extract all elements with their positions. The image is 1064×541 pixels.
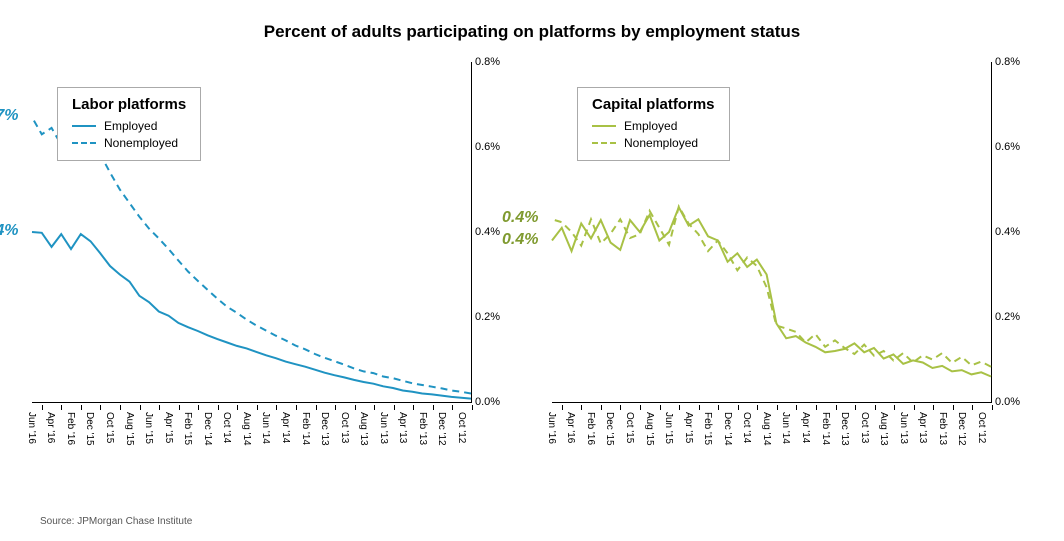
legend-title: Capital platforms — [592, 96, 715, 113]
x-tick-label: Aug '13 — [878, 412, 889, 446]
x-tick-label: Oct '15 — [624, 412, 635, 443]
legend-row: Employed — [72, 119, 186, 133]
y-tick-label: 0.4% — [995, 226, 1020, 238]
y-tick-label: 0.0% — [475, 396, 500, 408]
x-tick-label: Dec '15 — [604, 412, 615, 446]
y-tick-label: 0.4% — [475, 226, 500, 238]
x-tick-label: Aug '15 — [124, 412, 135, 446]
x-tick-label: Dec '14 — [722, 412, 733, 446]
legend: Capital platforms Employed Nonemployed — [577, 87, 730, 161]
x-tick-label: Oct '12 — [976, 412, 987, 443]
legend-label: Employed — [104, 119, 157, 133]
legend: Labor platforms Employed Nonemployed — [57, 87, 201, 161]
x-tick-label: Jun '14 — [780, 412, 791, 444]
legend-swatch — [72, 125, 96, 127]
x-tick-label: Jun '13 — [898, 412, 909, 444]
source-text: Source: JPMorgan Chase Institute — [40, 516, 192, 527]
y-tick-label: 0.2% — [995, 311, 1020, 323]
x-tick-label: Feb '13 — [417, 412, 428, 445]
panel-labor: Labor platforms Employed Nonemployed 0.0% 0.… — [32, 52, 512, 482]
x-tick-label: Jun '16 — [546, 412, 557, 444]
x-tick-label: Aug '15 — [644, 412, 655, 446]
x-tick-label: Apr '15 — [163, 412, 174, 443]
x-tick-label: Dec '14 — [202, 412, 213, 446]
series-line — [32, 232, 471, 399]
x-tick-label: Apr '15 — [683, 412, 694, 443]
x-tick-label: Oct '14 — [741, 412, 752, 443]
legend-swatch — [592, 142, 616, 144]
panels-container: Labor platforms Employed Nonemployed 0.0% 0.… — [0, 52, 1064, 482]
x-tick-label: Feb '15 — [182, 412, 193, 445]
x-tick-label: Apr '13 — [397, 412, 408, 443]
legend-swatch — [72, 142, 96, 144]
y-tick-label: 0.6% — [995, 141, 1020, 153]
legend-row: Employed — [592, 119, 715, 133]
x-tick-label: Feb '14 — [300, 412, 311, 445]
y-tick-label: 0.0% — [995, 396, 1020, 408]
x-tick-label: Oct '14 — [221, 412, 232, 443]
callout-label: 0.4% — [502, 209, 538, 227]
x-tick-label: Jun '15 — [663, 412, 674, 444]
x-axis: Oct '12 Dec '12 Feb '13 Apr '13 Jun '13 Aug '… — [552, 402, 992, 472]
x-tick-label: Feb '13 — [937, 412, 948, 445]
chart-title: Percent of adults participating on platf… — [0, 0, 1064, 42]
x-tick-label: Oct '15 — [104, 412, 115, 443]
legend-title: Labor platforms — [72, 96, 186, 113]
legend-label: Nonemployed — [104, 136, 178, 150]
x-tick-label: Dec '13 — [319, 412, 330, 446]
x-tick-label: Apr '14 — [800, 412, 811, 443]
x-tick-label: Apr '16 — [565, 412, 576, 443]
x-tick-label: Feb '14 — [820, 412, 831, 445]
x-tick-label: Jun '13 — [378, 412, 389, 444]
x-tick-label: Jun '14 — [260, 412, 271, 444]
x-tick-label: Oct '13 — [859, 412, 870, 443]
legend-label: Nonemployed — [624, 136, 698, 150]
y-tick-label: 0.8% — [995, 56, 1020, 68]
x-tick-label: Aug '14 — [761, 412, 772, 446]
callout-label: 0.4% — [502, 231, 538, 249]
x-tick-label: Apr '13 — [917, 412, 928, 443]
callout-label: 0.7% — [0, 107, 18, 125]
y-tick-label: 0.6% — [475, 141, 500, 153]
x-tick-label: Dec '12 — [436, 412, 447, 446]
x-tick-label: Dec '13 — [839, 412, 850, 446]
x-tick-label: Feb '16 — [65, 412, 76, 445]
y-axis: 0.0%0.2%0.4%0.6%0.8% — [992, 62, 1032, 402]
legend-row: Nonemployed — [72, 136, 186, 150]
y-tick-label: 0.2% — [475, 311, 500, 323]
y-tick-label: 0.8% — [475, 56, 500, 68]
x-tick-label: Jun '16 — [26, 412, 37, 444]
x-tick-label: Feb '15 — [702, 412, 713, 445]
x-tick-label: Dec '12 — [956, 412, 967, 446]
x-tick-label: Oct '12 — [456, 412, 467, 443]
x-tick-label: Dec '15 — [84, 412, 95, 446]
plot-area: Labor platforms Employed Nonemployed — [32, 62, 472, 403]
callout-label: 0.4% — [0, 222, 18, 240]
panel-capital: Capital platforms Employed Nonemployed 0.0%… — [552, 52, 1032, 482]
x-tick-label: Jun '15 — [143, 412, 154, 444]
series-line — [552, 207, 991, 376]
x-tick-label: Feb '16 — [585, 412, 596, 445]
legend-row: Nonemployed — [592, 136, 715, 150]
x-tick-label: Oct '13 — [339, 412, 350, 443]
x-tick-label: Aug '14 — [241, 412, 252, 446]
x-tick-label: Apr '16 — [45, 412, 56, 443]
plot-area: Capital platforms Employed Nonemployed — [552, 62, 992, 403]
x-tick-label: Aug '13 — [358, 412, 369, 446]
x-tick-label: Apr '14 — [280, 412, 291, 443]
legend-swatch — [592, 125, 616, 127]
x-axis: Oct '12 Dec '12 Feb '13 Apr '13 Jun '13 Aug '… — [32, 402, 472, 472]
series-line — [552, 207, 991, 367]
legend-label: Employed — [624, 119, 677, 133]
